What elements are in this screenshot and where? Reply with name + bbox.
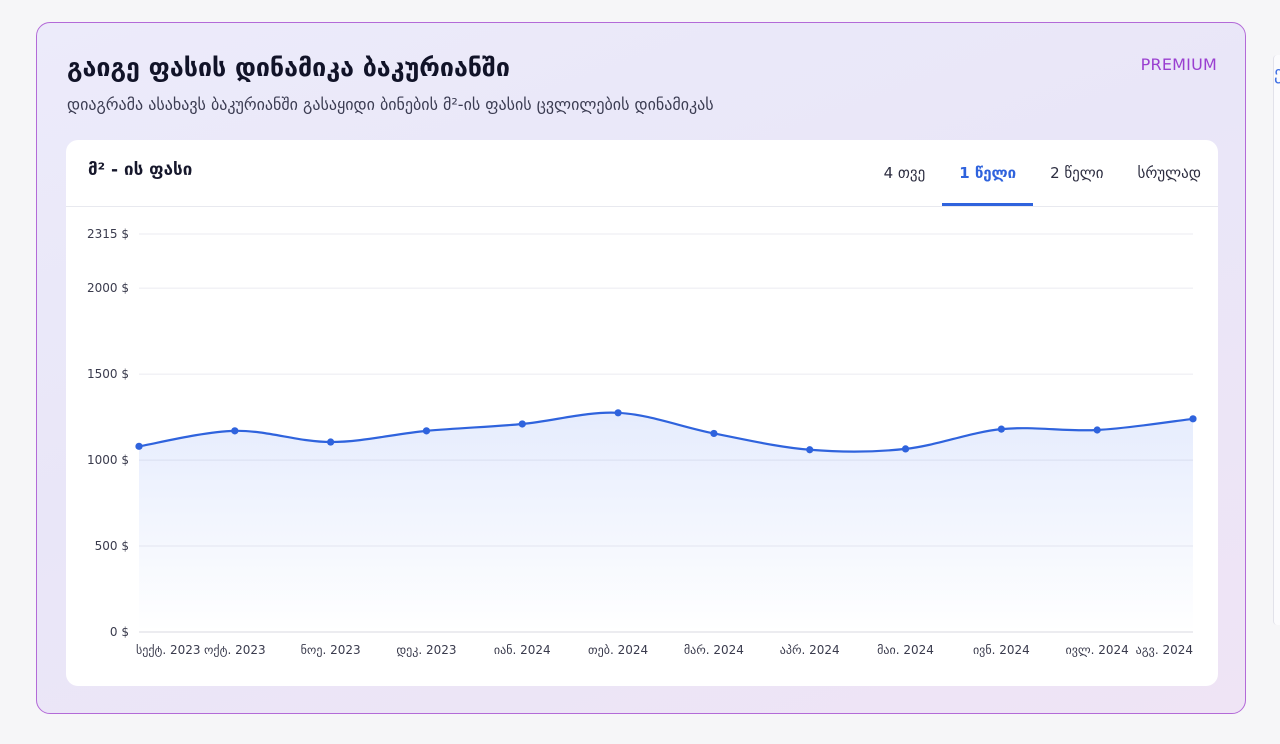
tab-2-years[interactable]: 2 წელი (1050, 164, 1104, 182)
y-tick-label: 2315 $ (87, 227, 129, 241)
x-tick-label: სექტ. 2023 (136, 643, 201, 657)
y-tick-label: 1000 $ (87, 453, 129, 467)
card-subtitle: დიაგრამა ასახავს ბაკურიანში გასაყიდი ბინ… (67, 95, 714, 114)
x-tick-label: ოქტ. 2023 (204, 643, 266, 657)
period-tabs: 4 თვე 1 წელი 2 წელი სრულად (867, 140, 1218, 206)
x-tick-label: მარ. 2024 (684, 643, 744, 657)
adjacent-panel-glyph: ე (1274, 63, 1280, 84)
x-tick-label: ივლ. 2024 (1066, 643, 1129, 657)
premium-badge: PREMIUM (1140, 55, 1217, 74)
data-point[interactable] (1093, 426, 1101, 434)
panel-divider (66, 206, 1218, 207)
x-tick-label: ივნ. 2024 (973, 643, 1030, 657)
y-tick-label: 2000 $ (87, 281, 129, 295)
data-point[interactable] (135, 442, 143, 450)
chart-panel: მ² - ის ფასი 4 თვე 1 წელი 2 წელი სრულად … (66, 140, 1218, 686)
data-point[interactable] (231, 427, 239, 435)
data-point[interactable] (710, 429, 718, 438)
tab-all-time[interactable]: სრულად (1137, 164, 1201, 182)
data-points (135, 409, 1197, 454)
x-tick-label: დეკ. 2023 (396, 643, 456, 657)
data-point[interactable] (901, 445, 910, 453)
x-tick-label: აგვ. 2024 (1136, 643, 1193, 657)
series-area (139, 412, 1193, 632)
chart-panel-title: მ² - ის ფასი (88, 160, 193, 180)
price-chart: 0 $ 500 $ 1000 $ 1500 $ 2000 $ 2315 $ სექტ. 2… (87, 227, 1197, 657)
y-tick-label: 0 $ (110, 625, 129, 639)
tab-1-year[interactable]: 1 წელი (942, 140, 1033, 206)
data-point[interactable] (327, 438, 335, 446)
data-point[interactable] (1189, 415, 1197, 423)
price-dynamics-card: გაიგე ფასის დინამიკა ბაკურიანში PREMIUM … (36, 22, 1246, 714)
y-tick-label: 500 $ (95, 539, 129, 553)
x-tick-label: იან. 2024 (494, 643, 551, 657)
adjacent-panel-edge: ე (1273, 55, 1280, 625)
data-point[interactable] (518, 420, 526, 428)
data-point[interactable] (997, 425, 1005, 433)
y-tick-label: 1500 $ (87, 367, 129, 381)
y-axis-labels: 0 $ 500 $ 1000 $ 1500 $ 2000 $ 2315 $ (87, 227, 129, 639)
x-axis-labels: სექტ. 2023 ოქტ. 2023 ნოე. 2023 დეკ. 2023 იან… (136, 643, 1193, 657)
x-tick-label: თებ. 2024 (588, 643, 648, 657)
series-line (138, 411, 1194, 453)
x-tick-label: აპრ. 2024 (780, 643, 840, 657)
card-title: გაიგე ფასის დინამიკა ბაკურიანში (67, 53, 510, 82)
x-tick-label: მაი. 2024 (877, 643, 934, 657)
x-tick-label: ნოე. 2023 (301, 643, 361, 657)
data-point[interactable] (806, 446, 814, 454)
data-point[interactable] (614, 409, 622, 417)
tab-4-months[interactable]: 4 თვე (883, 164, 926, 182)
data-point[interactable] (422, 427, 431, 435)
